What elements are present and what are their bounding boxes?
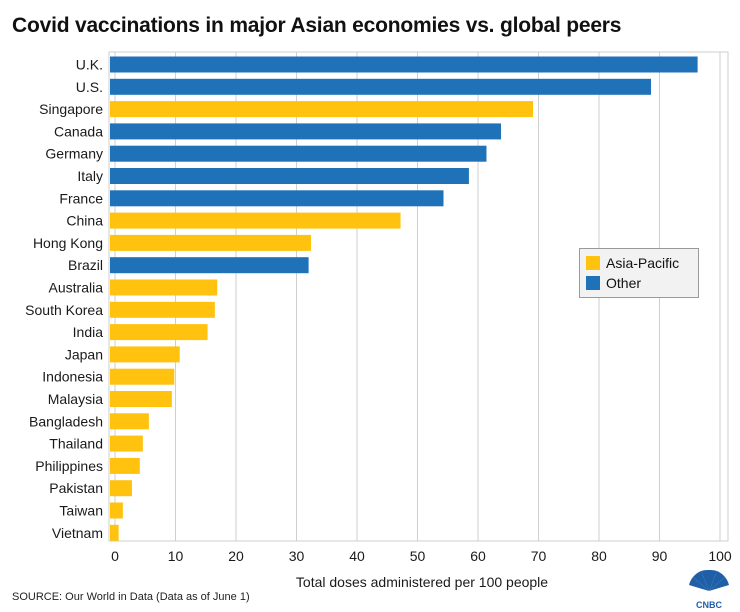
y-category-label: U.S. — [76, 79, 103, 95]
x-tick-label: 30 — [289, 548, 305, 564]
bar-thailand — [110, 435, 143, 452]
x-tick-label: 70 — [531, 548, 547, 564]
y-category-label: Germany — [45, 146, 103, 162]
y-category-label: South Korea — [25, 302, 103, 318]
y-category-label: Pakistan — [49, 480, 103, 496]
bar-hong-kong — [110, 234, 312, 251]
y-category-label: India — [73, 324, 104, 340]
y-category-label: U.K. — [76, 57, 103, 73]
bar-bangladesh — [110, 413, 149, 430]
bar-canada — [110, 123, 501, 140]
legend-label-asia-pacific: Asia-Pacific — [606, 255, 680, 271]
bar-japan — [110, 346, 180, 363]
y-category-label: Italy — [77, 168, 103, 184]
bar-south-korea — [110, 301, 215, 318]
legend: Asia-Pacific Other — [579, 248, 699, 298]
y-category-label: Thailand — [49, 436, 103, 452]
x-tick-label: 40 — [349, 548, 365, 564]
y-category-label: Vietnam — [52, 525, 103, 541]
bar-india — [110, 324, 208, 341]
legend-label-other: Other — [606, 275, 642, 291]
y-category-label: Indonesia — [42, 369, 103, 385]
y-category-label: Singapore — [39, 101, 103, 117]
x-tick-label: 50 — [410, 548, 426, 564]
bar-vietnam — [110, 524, 119, 541]
bar-taiwan — [110, 502, 123, 519]
bar-indonesia — [110, 368, 175, 385]
y-category-label: France — [59, 190, 103, 206]
y-category-label: Bangladesh — [29, 413, 103, 429]
bar-italy — [110, 168, 469, 184]
x-tick-label: 100 — [708, 548, 732, 564]
bar-pakistan — [110, 480, 132, 497]
y-category-label: Philippines — [35, 458, 103, 474]
legend-swatch-other — [586, 276, 600, 290]
y-category-label: Taiwan — [59, 503, 103, 519]
y-category-label: Malaysia — [48, 391, 103, 407]
y-category-label: Canada — [54, 123, 103, 139]
x-tick-label: 0 — [111, 548, 119, 564]
x-tick-label: 80 — [591, 548, 607, 564]
bar-malaysia — [110, 391, 172, 407]
legend-item-other: Other — [586, 273, 692, 293]
y-category-label: Japan — [65, 346, 103, 362]
chart-title: Covid vaccinations in major Asian econom… — [12, 14, 622, 37]
y-category-label: Brazil — [68, 257, 103, 273]
bar-brazil — [110, 257, 309, 274]
source-note: SOURCE: Our World in Data (Data as of Ju… — [12, 591, 250, 603]
cnbc-peacock-logo: CNBC — [689, 569, 729, 610]
logo-text: CNBC — [696, 600, 722, 610]
bar-singapore — [110, 101, 534, 118]
bar-australia — [110, 279, 218, 296]
plot-area — [108, 51, 729, 542]
y-category-label: China — [66, 213, 103, 229]
bar-philippines — [110, 457, 140, 474]
x-tick-label: 90 — [652, 548, 668, 564]
x-axis-title: Total doses administered per 100 people — [296, 574, 548, 590]
bar-u-k- — [110, 56, 698, 73]
legend-item-asia-pacific: Asia-Pacific — [586, 253, 692, 273]
legend-swatch-asia-pacific — [586, 256, 600, 270]
bar-germany — [110, 145, 487, 162]
x-tick-label: 60 — [470, 548, 486, 564]
x-tick-label: 20 — [228, 548, 244, 564]
bar-france — [110, 190, 444, 207]
x-tick-label: 10 — [168, 548, 184, 564]
y-category-label: Hong Kong — [33, 235, 103, 251]
bar-u-s- — [110, 78, 652, 95]
bar-china — [110, 212, 401, 229]
y-category-label: Australia — [49, 280, 104, 296]
